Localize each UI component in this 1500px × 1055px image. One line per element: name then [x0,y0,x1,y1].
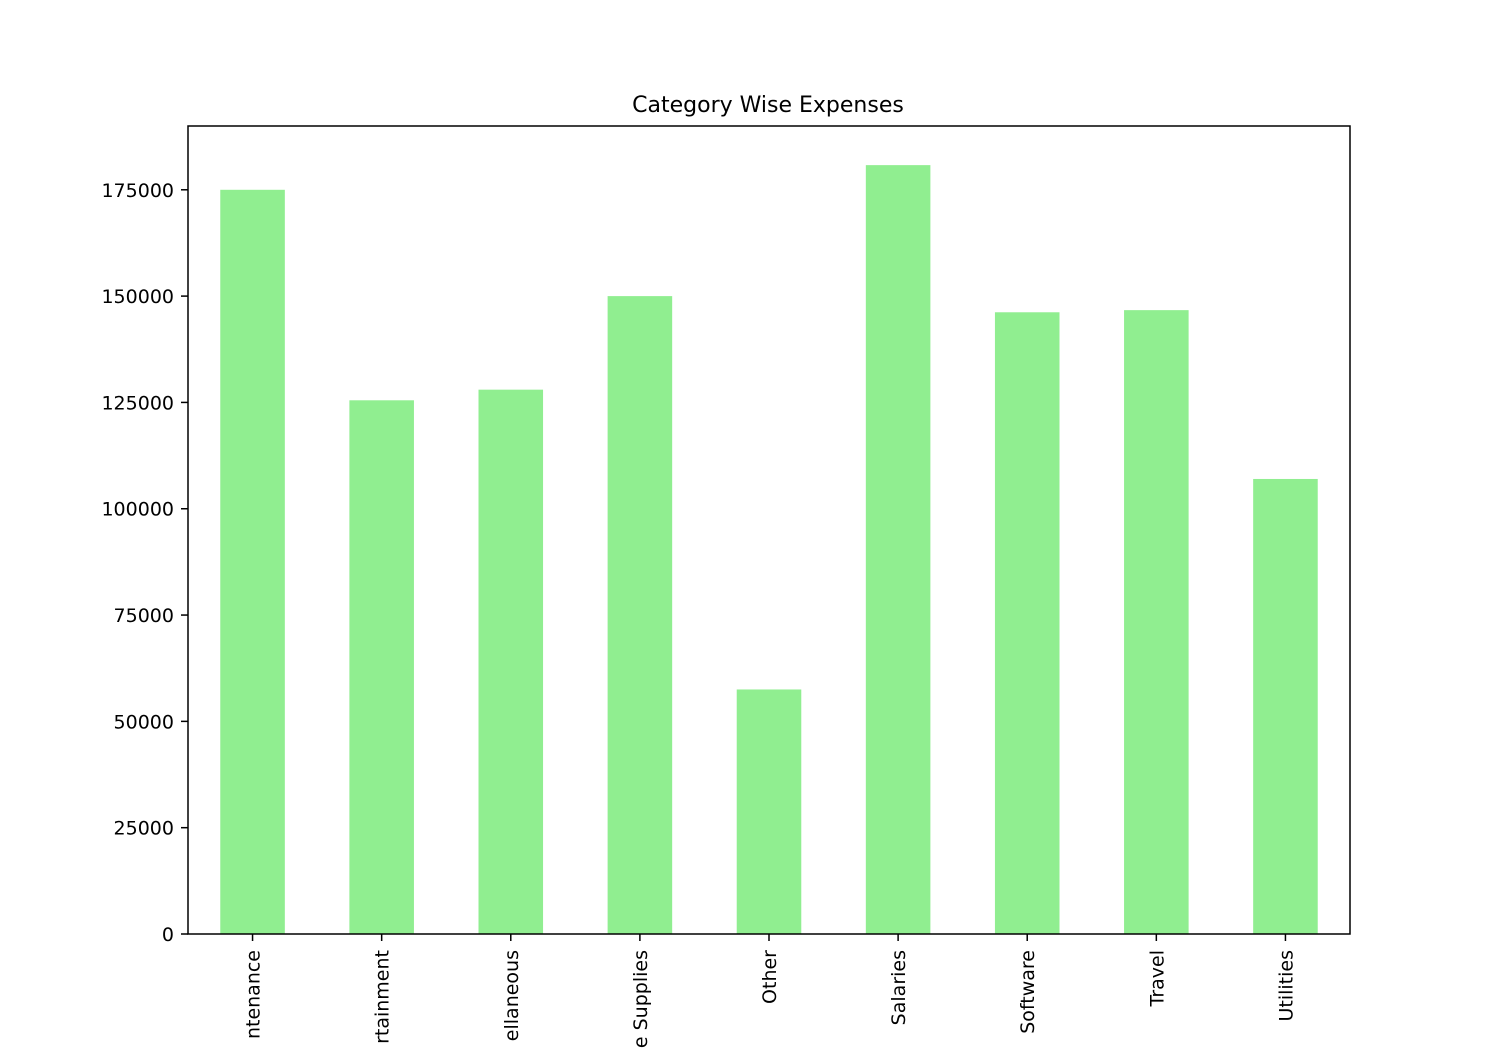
y-tick-label: 150000 [101,286,174,308]
bar-salaries [865,165,931,934]
x-axis: ntenance rtainment ellaneous e Supplies Othe… [243,934,1297,1048]
y-tick-label: 100000 [101,499,174,521]
bar-miscellaneous [478,389,544,934]
bar-maintenance [220,189,285,934]
bar-other [736,689,802,934]
x-tick-label: ellaneous [501,950,523,1041]
x-tick-label: Travel [1146,950,1168,1007]
bar-entertainment [349,400,414,934]
y-tick-label: 25000 [114,818,174,840]
bars-group [220,165,1318,935]
y-tick-label: 175000 [101,180,174,202]
y-axis: 0 25000 50000 75000 100000 125000 150000 175000 [101,180,188,946]
bar-travel [1124,310,1189,935]
bar-software [994,312,1060,934]
chart-title: Category Wise Expenses [632,93,904,118]
x-tick-label: ntenance [243,950,265,1039]
x-tick-label: Other [759,950,781,1004]
bar-utilities [1253,478,1318,934]
plot-frame [187,125,1351,935]
y-tick-label: 50000 [114,711,174,733]
y-tick-label: 75000 [114,605,174,627]
x-tick-label: rtainment [372,950,394,1044]
x-tick-label: Salaries [888,950,910,1025]
x-tick-label: Utilities [1275,950,1297,1022]
bar-office-supplies [607,296,673,935]
x-tick-label: Software [1017,950,1039,1034]
x-tick-label: e Supplies [630,950,652,1048]
y-tick-label: 125000 [101,392,174,414]
y-tick-label: 0 [162,924,174,946]
